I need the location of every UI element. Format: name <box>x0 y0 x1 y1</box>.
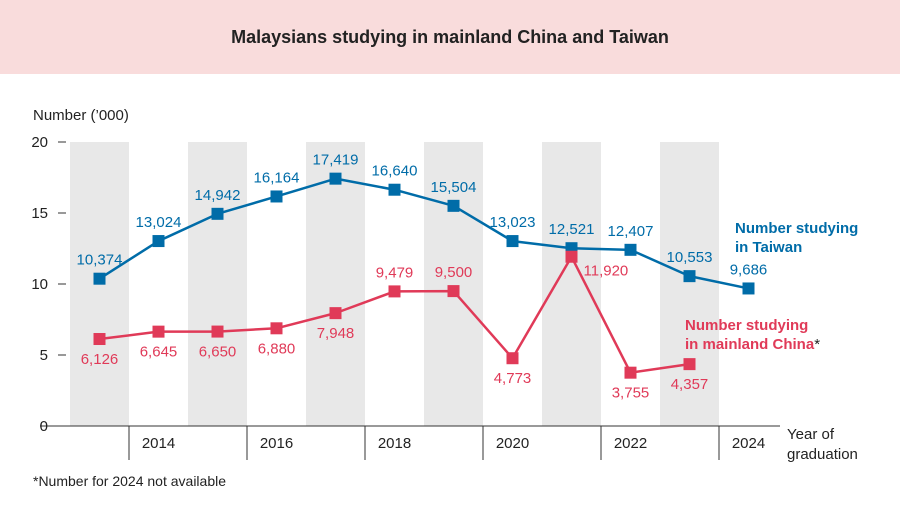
data-point <box>329 172 342 185</box>
data-label: 16,164 <box>254 169 300 186</box>
legend-taiwan: in Taiwan <box>735 239 802 256</box>
data-label: 10,553 <box>667 249 713 266</box>
data-label: 9,686 <box>730 261 768 278</box>
data-point <box>683 270 696 283</box>
data-point <box>388 285 401 298</box>
data-label: 13,024 <box>136 214 182 231</box>
data-label: 6,645 <box>140 344 178 361</box>
y-tick-label: 20 <box>31 134 48 151</box>
y-axis-label: Number (’000) <box>33 107 129 124</box>
data-label: 11,920 <box>584 263 629 280</box>
data-point <box>447 285 460 298</box>
line-chart: 0 5 10 15 20 Number (’000) 2014 2016 2018 2020 202… <box>31 107 858 463</box>
x-tick-label: 2014 <box>142 435 175 452</box>
data-point <box>624 243 637 256</box>
series-line-taiwan <box>98 177 749 290</box>
data-point <box>93 272 106 285</box>
x-axis-label: Year of <box>787 426 835 443</box>
x-tick-label: 2020 <box>496 435 529 452</box>
background-band <box>542 142 601 426</box>
data-point <box>742 282 755 295</box>
x-tick-label: 2018 <box>378 435 411 452</box>
data-label: 12,521 <box>549 221 595 238</box>
y-tick-label: 0 <box>40 418 48 435</box>
data-point <box>93 333 106 346</box>
y-tick-label: 10 <box>31 276 48 293</box>
x-tick-label: 2024 <box>732 435 765 452</box>
data-point <box>152 235 165 248</box>
data-point <box>270 322 283 335</box>
background-band <box>188 142 247 426</box>
data-point <box>565 250 578 263</box>
data-label: 6,880 <box>258 340 296 357</box>
background-band <box>424 142 483 426</box>
data-label: 14,942 <box>195 187 241 204</box>
data-point <box>329 307 342 320</box>
data-point <box>683 358 696 371</box>
y-tick-label: 15 <box>31 205 48 222</box>
data-label: 4,357 <box>671 376 709 393</box>
data-point <box>211 207 224 220</box>
legend-china: Number studying <box>685 317 808 334</box>
data-label: 10,374 <box>77 252 123 269</box>
legend-taiwan: Number studying <box>735 220 858 237</box>
data-label: 9,500 <box>435 264 473 281</box>
data-label: 4,773 <box>494 370 532 387</box>
data-point <box>211 325 224 338</box>
data-point <box>447 199 460 212</box>
data-point <box>388 183 401 196</box>
data-label: 6,650 <box>199 344 237 361</box>
data-label: 6,126 <box>81 351 119 368</box>
x-tick-label: 2016 <box>260 435 293 452</box>
background-band <box>306 142 365 426</box>
data-label: 7,948 <box>317 325 355 342</box>
legend-china: in mainland China* <box>685 336 820 353</box>
data-label: 17,419 <box>313 152 359 169</box>
data-label: 9,479 <box>376 264 414 281</box>
footnote: *Number for 2024 not available <box>33 473 227 489</box>
data-label: 12,407 <box>608 223 654 240</box>
data-label: 16,640 <box>372 163 418 180</box>
x-axis-label: graduation <box>787 446 858 463</box>
data-point <box>624 366 637 379</box>
x-tick-label: 2022 <box>614 435 647 452</box>
background-band <box>660 142 719 426</box>
data-label: 15,504 <box>431 179 477 196</box>
data-label: 3,755 <box>612 385 650 402</box>
data-point <box>152 325 165 338</box>
chart-title: Malaysians studying in mainland China an… <box>231 26 669 47</box>
data-label: 13,023 <box>490 214 536 231</box>
title-bar: Malaysians studying in mainland China an… <box>0 0 900 74</box>
data-point <box>506 352 519 365</box>
data-point <box>270 190 283 203</box>
y-tick-label: 5 <box>40 347 48 364</box>
data-point <box>506 235 519 248</box>
